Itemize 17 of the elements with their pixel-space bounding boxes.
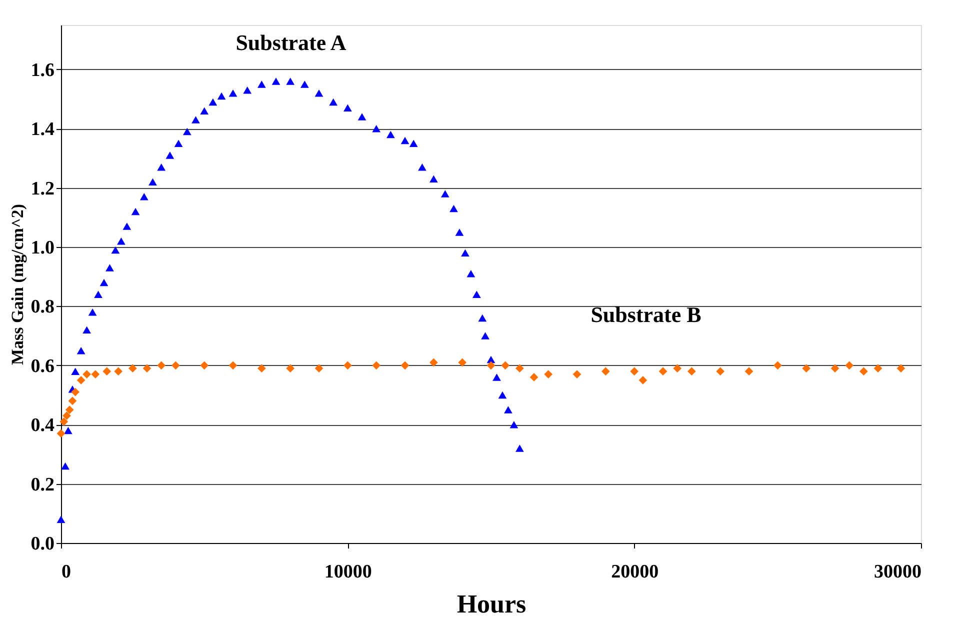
x-tick-label: 30000	[874, 562, 922, 582]
y-tick-label: 0.0	[30, 534, 54, 554]
x-tick-label: 20000	[611, 562, 659, 582]
y-tick-label: 0.4	[30, 415, 55, 436]
y-tick-label: 0.6	[30, 356, 54, 377]
x-tick-label: 10000	[324, 562, 372, 582]
x-axis-title: Hours	[456, 590, 526, 618]
y-tick-label: 1.6	[30, 60, 54, 81]
annotation: Substrate A	[236, 30, 346, 55]
y-tick-label: 1.4	[30, 119, 55, 140]
y-axis-title: Mass Gain (mg/cm^2)	[8, 204, 27, 365]
y-tick-label: 1.2	[30, 178, 54, 200]
y-tick-label: 0.8	[30, 296, 54, 318]
y-tick-label: 1.0	[30, 238, 54, 258]
x-tick-label: 0	[62, 562, 71, 582]
annotation: Substrate B	[590, 302, 702, 327]
y-tick-label: 0.2	[30, 474, 54, 496]
